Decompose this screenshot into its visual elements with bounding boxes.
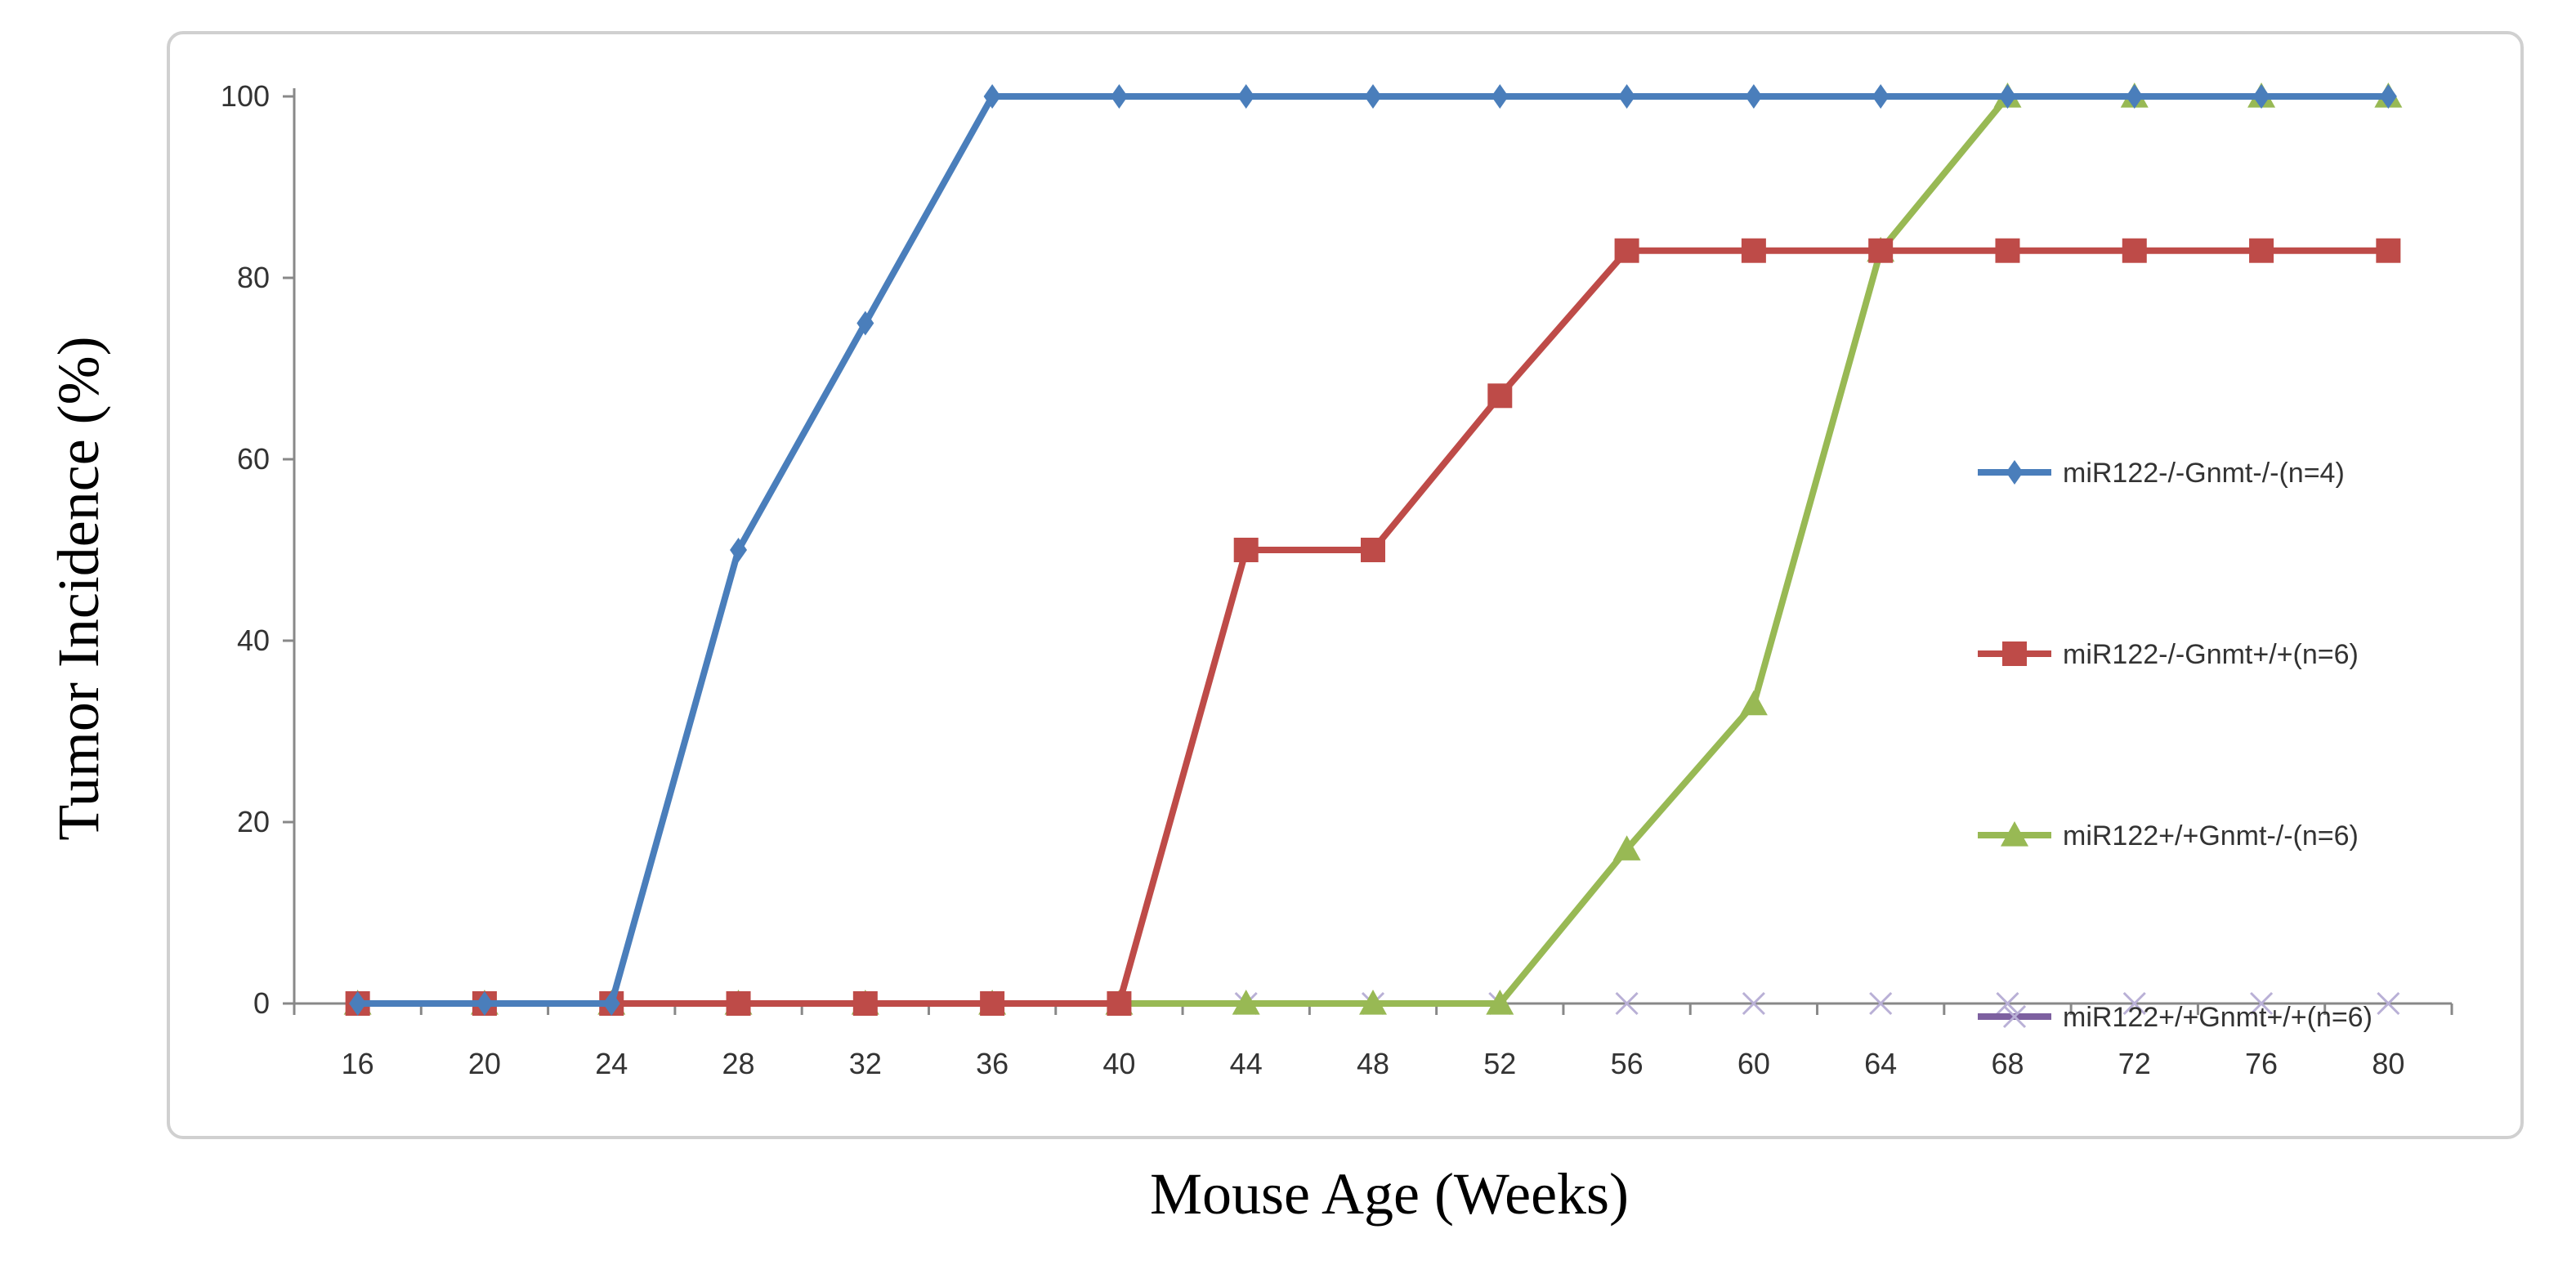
- x-tick-label: 24: [595, 1047, 628, 1080]
- x-marker-stroke: [1615, 991, 1639, 1016]
- data-point: [2249, 238, 2274, 263]
- legend-label: miR122+/+Gnmt-/-(n=6): [2063, 820, 2359, 852]
- legend-label: miR122-/-Gnmt-/-(n=4): [2063, 458, 2345, 489]
- data-point: [2126, 84, 2144, 109]
- x-marker-stroke: [1996, 991, 2019, 1016]
- data-point: [1486, 990, 1514, 1015]
- legend-marker: [2002, 641, 2027, 666]
- data-point: [2122, 238, 2147, 263]
- y-tick-label: 80: [237, 261, 270, 294]
- y-tick-label: 0: [253, 986, 270, 1020]
- data-point: [852, 991, 878, 1016]
- legend-marker: [2006, 460, 2024, 485]
- series-layer: [343, 83, 2403, 1016]
- data-point: [2249, 991, 2274, 1016]
- data-point: [1741, 238, 1766, 263]
- series-0: [349, 84, 2397, 1016]
- x-tick-label: 76: [2245, 1047, 2278, 1080]
- legend: miR122-/-Gnmt-/-(n=4) miR122-/-Gnmt+/+(n=…: [1978, 458, 2373, 1033]
- x-tick-label: 16: [342, 1047, 374, 1080]
- x-tick-label: 36: [976, 1047, 1008, 1080]
- data-point: [1745, 84, 1763, 109]
- x-marker-stroke: [2249, 991, 2274, 1016]
- x-tick-label: 32: [849, 1047, 882, 1080]
- legend-entry-2: miR122+/+Gnmt-/-(n=6): [1978, 820, 2359, 852]
- legend-entry-3: miR122+/+Gnmt+/+(n=6): [1978, 1002, 2373, 1033]
- y-tick-label: 40: [237, 624, 270, 657]
- x-tick-label: 60: [1737, 1047, 1770, 1080]
- x-marker-stroke: [1869, 991, 1893, 1016]
- x-tick-label: 80: [2372, 1047, 2404, 1080]
- x-tick-label: 72: [2118, 1047, 2151, 1080]
- data-point: [1232, 990, 1260, 1015]
- x-tick-label: 28: [722, 1047, 755, 1080]
- data-point: [349, 991, 367, 1016]
- data-point: [1618, 84, 1636, 109]
- data-point: [730, 538, 748, 562]
- data-point: [1359, 990, 1387, 1015]
- y-axis-title: Tumor Incidence (%): [46, 336, 111, 840]
- data-point: [1869, 991, 1893, 1016]
- data-point: [2379, 84, 2397, 109]
- data-point: [1615, 991, 1639, 1016]
- y-tick-label: 60: [237, 442, 270, 476]
- data-point: [980, 991, 1005, 1016]
- data-point: [2376, 238, 2401, 263]
- x-tick-label: 20: [468, 1047, 501, 1080]
- legend-entry-1: miR122-/-Gnmt+/+(n=6): [1978, 639, 2359, 670]
- data-point: [1487, 383, 1513, 409]
- legend-label: miR122+/+Gnmt+/+(n=6): [2063, 1002, 2373, 1033]
- x-marker-stroke: [2122, 991, 2146, 1016]
- x-marker-stroke: [2002, 1004, 2027, 1029]
- data-point: [1739, 690, 1768, 716]
- data-point: [1614, 238, 1639, 263]
- y-tick-label: 20: [237, 805, 270, 838]
- data-point: [726, 991, 751, 1016]
- data-point: [2377, 991, 2400, 1016]
- data-point: [1233, 538, 1259, 562]
- data-point: [2122, 991, 2146, 1016]
- data-point: [1364, 84, 1382, 109]
- data-point: [1491, 84, 1509, 109]
- data-point: [1995, 238, 2020, 263]
- x-marker-stroke: [1742, 991, 1765, 1016]
- data-point: [1361, 538, 1385, 562]
- data-point: [983, 84, 1001, 109]
- x-marker-stroke: [2377, 991, 2400, 1016]
- x-axis-title: Mouse Age (Weeks): [1150, 1161, 1629, 1227]
- x-tick-label: 44: [1230, 1047, 1263, 1080]
- data-point: [1742, 991, 1765, 1016]
- x-tick-label: 40: [1102, 1047, 1135, 1080]
- data-point: [1107, 991, 1132, 1016]
- x-tick-label: 68: [1991, 1047, 2024, 1080]
- data-point: [602, 991, 620, 1016]
- data-point: [1996, 991, 2019, 1016]
- data-point: [2252, 84, 2270, 109]
- data-point: [856, 311, 874, 336]
- x-tick-label: 48: [1357, 1047, 1389, 1080]
- x-tick-label: 64: [1864, 1047, 1897, 1080]
- data-point: [1237, 84, 1255, 109]
- data-point: [476, 991, 494, 1016]
- legend-entry-0: miR122-/-Gnmt-/-(n=4): [1978, 458, 2345, 489]
- x-tick-label: 52: [1483, 1047, 1516, 1080]
- data-point: [1612, 835, 1641, 860]
- legend-marker: [2001, 821, 2028, 847]
- data-point: [1868, 238, 1894, 263]
- legend-marker: [2002, 1004, 2027, 1029]
- data-point: [1998, 84, 2016, 109]
- y-tick-label: 100: [221, 79, 270, 113]
- data-point: [1110, 84, 1128, 109]
- x-tick-label: 56: [1611, 1047, 1644, 1080]
- data-point: [1872, 84, 1890, 109]
- chart-frame: [167, 31, 2524, 1139]
- legend-label: miR122-/-Gnmt+/+(n=6): [2063, 639, 2359, 670]
